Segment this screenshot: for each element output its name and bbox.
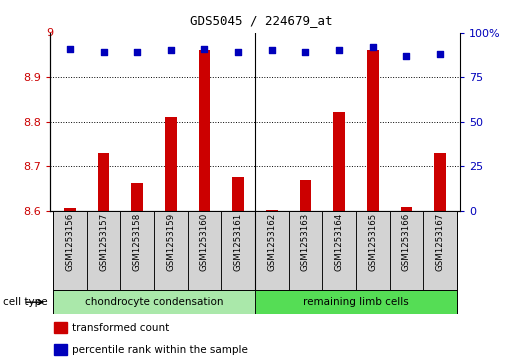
Bar xyxy=(390,211,423,290)
Bar xyxy=(232,177,244,211)
Point xyxy=(133,49,141,55)
Text: GSM1253162: GSM1253162 xyxy=(267,213,276,271)
Bar xyxy=(199,50,210,211)
Text: GSM1253167: GSM1253167 xyxy=(436,213,445,271)
Point xyxy=(234,49,242,55)
Text: GDS5045 / 224679_at: GDS5045 / 224679_at xyxy=(190,15,333,28)
Point xyxy=(436,51,444,57)
Bar xyxy=(98,153,109,211)
Point xyxy=(301,49,310,55)
Text: GSM1253164: GSM1253164 xyxy=(335,213,344,271)
Bar xyxy=(266,210,278,211)
Text: chondrocyte condensation: chondrocyte condensation xyxy=(85,297,223,307)
Bar xyxy=(87,211,120,290)
Text: remaining limb cells: remaining limb cells xyxy=(303,297,409,307)
Text: GSM1253163: GSM1253163 xyxy=(301,213,310,271)
Text: GSM1253159: GSM1253159 xyxy=(166,213,175,271)
Bar xyxy=(356,211,390,290)
Point xyxy=(402,53,411,59)
Point xyxy=(66,46,74,52)
Text: cell type: cell type xyxy=(3,297,47,307)
Point xyxy=(268,48,276,53)
Bar xyxy=(300,180,311,211)
Text: GSM1253158: GSM1253158 xyxy=(133,213,142,271)
Bar xyxy=(423,211,457,290)
Bar xyxy=(401,207,412,211)
Bar xyxy=(322,211,356,290)
Point xyxy=(167,48,175,53)
Bar xyxy=(289,211,322,290)
Text: GSM1253165: GSM1253165 xyxy=(368,213,377,271)
Point xyxy=(335,48,343,53)
Text: GSM1253166: GSM1253166 xyxy=(402,213,411,271)
Text: transformed count: transformed count xyxy=(72,323,169,333)
Bar xyxy=(255,290,457,314)
Point xyxy=(369,44,377,50)
Bar xyxy=(54,344,67,355)
Bar xyxy=(255,211,289,290)
Bar xyxy=(120,211,154,290)
Bar xyxy=(165,117,177,211)
Text: 9: 9 xyxy=(46,28,53,38)
Text: GSM1253160: GSM1253160 xyxy=(200,213,209,271)
Bar xyxy=(188,211,221,290)
Bar xyxy=(54,322,67,333)
Bar xyxy=(53,211,87,290)
Text: percentile rank within the sample: percentile rank within the sample xyxy=(72,345,248,355)
Point xyxy=(200,46,209,52)
Text: GSM1253161: GSM1253161 xyxy=(234,213,243,271)
Bar xyxy=(367,50,379,211)
Bar xyxy=(221,211,255,290)
Bar xyxy=(434,153,446,211)
Bar xyxy=(64,208,76,211)
Bar xyxy=(131,183,143,211)
Bar xyxy=(53,290,255,314)
Text: GSM1253157: GSM1253157 xyxy=(99,213,108,271)
Point xyxy=(99,49,108,55)
Bar xyxy=(333,112,345,211)
Text: GSM1253156: GSM1253156 xyxy=(65,213,74,271)
Bar xyxy=(154,211,188,290)
